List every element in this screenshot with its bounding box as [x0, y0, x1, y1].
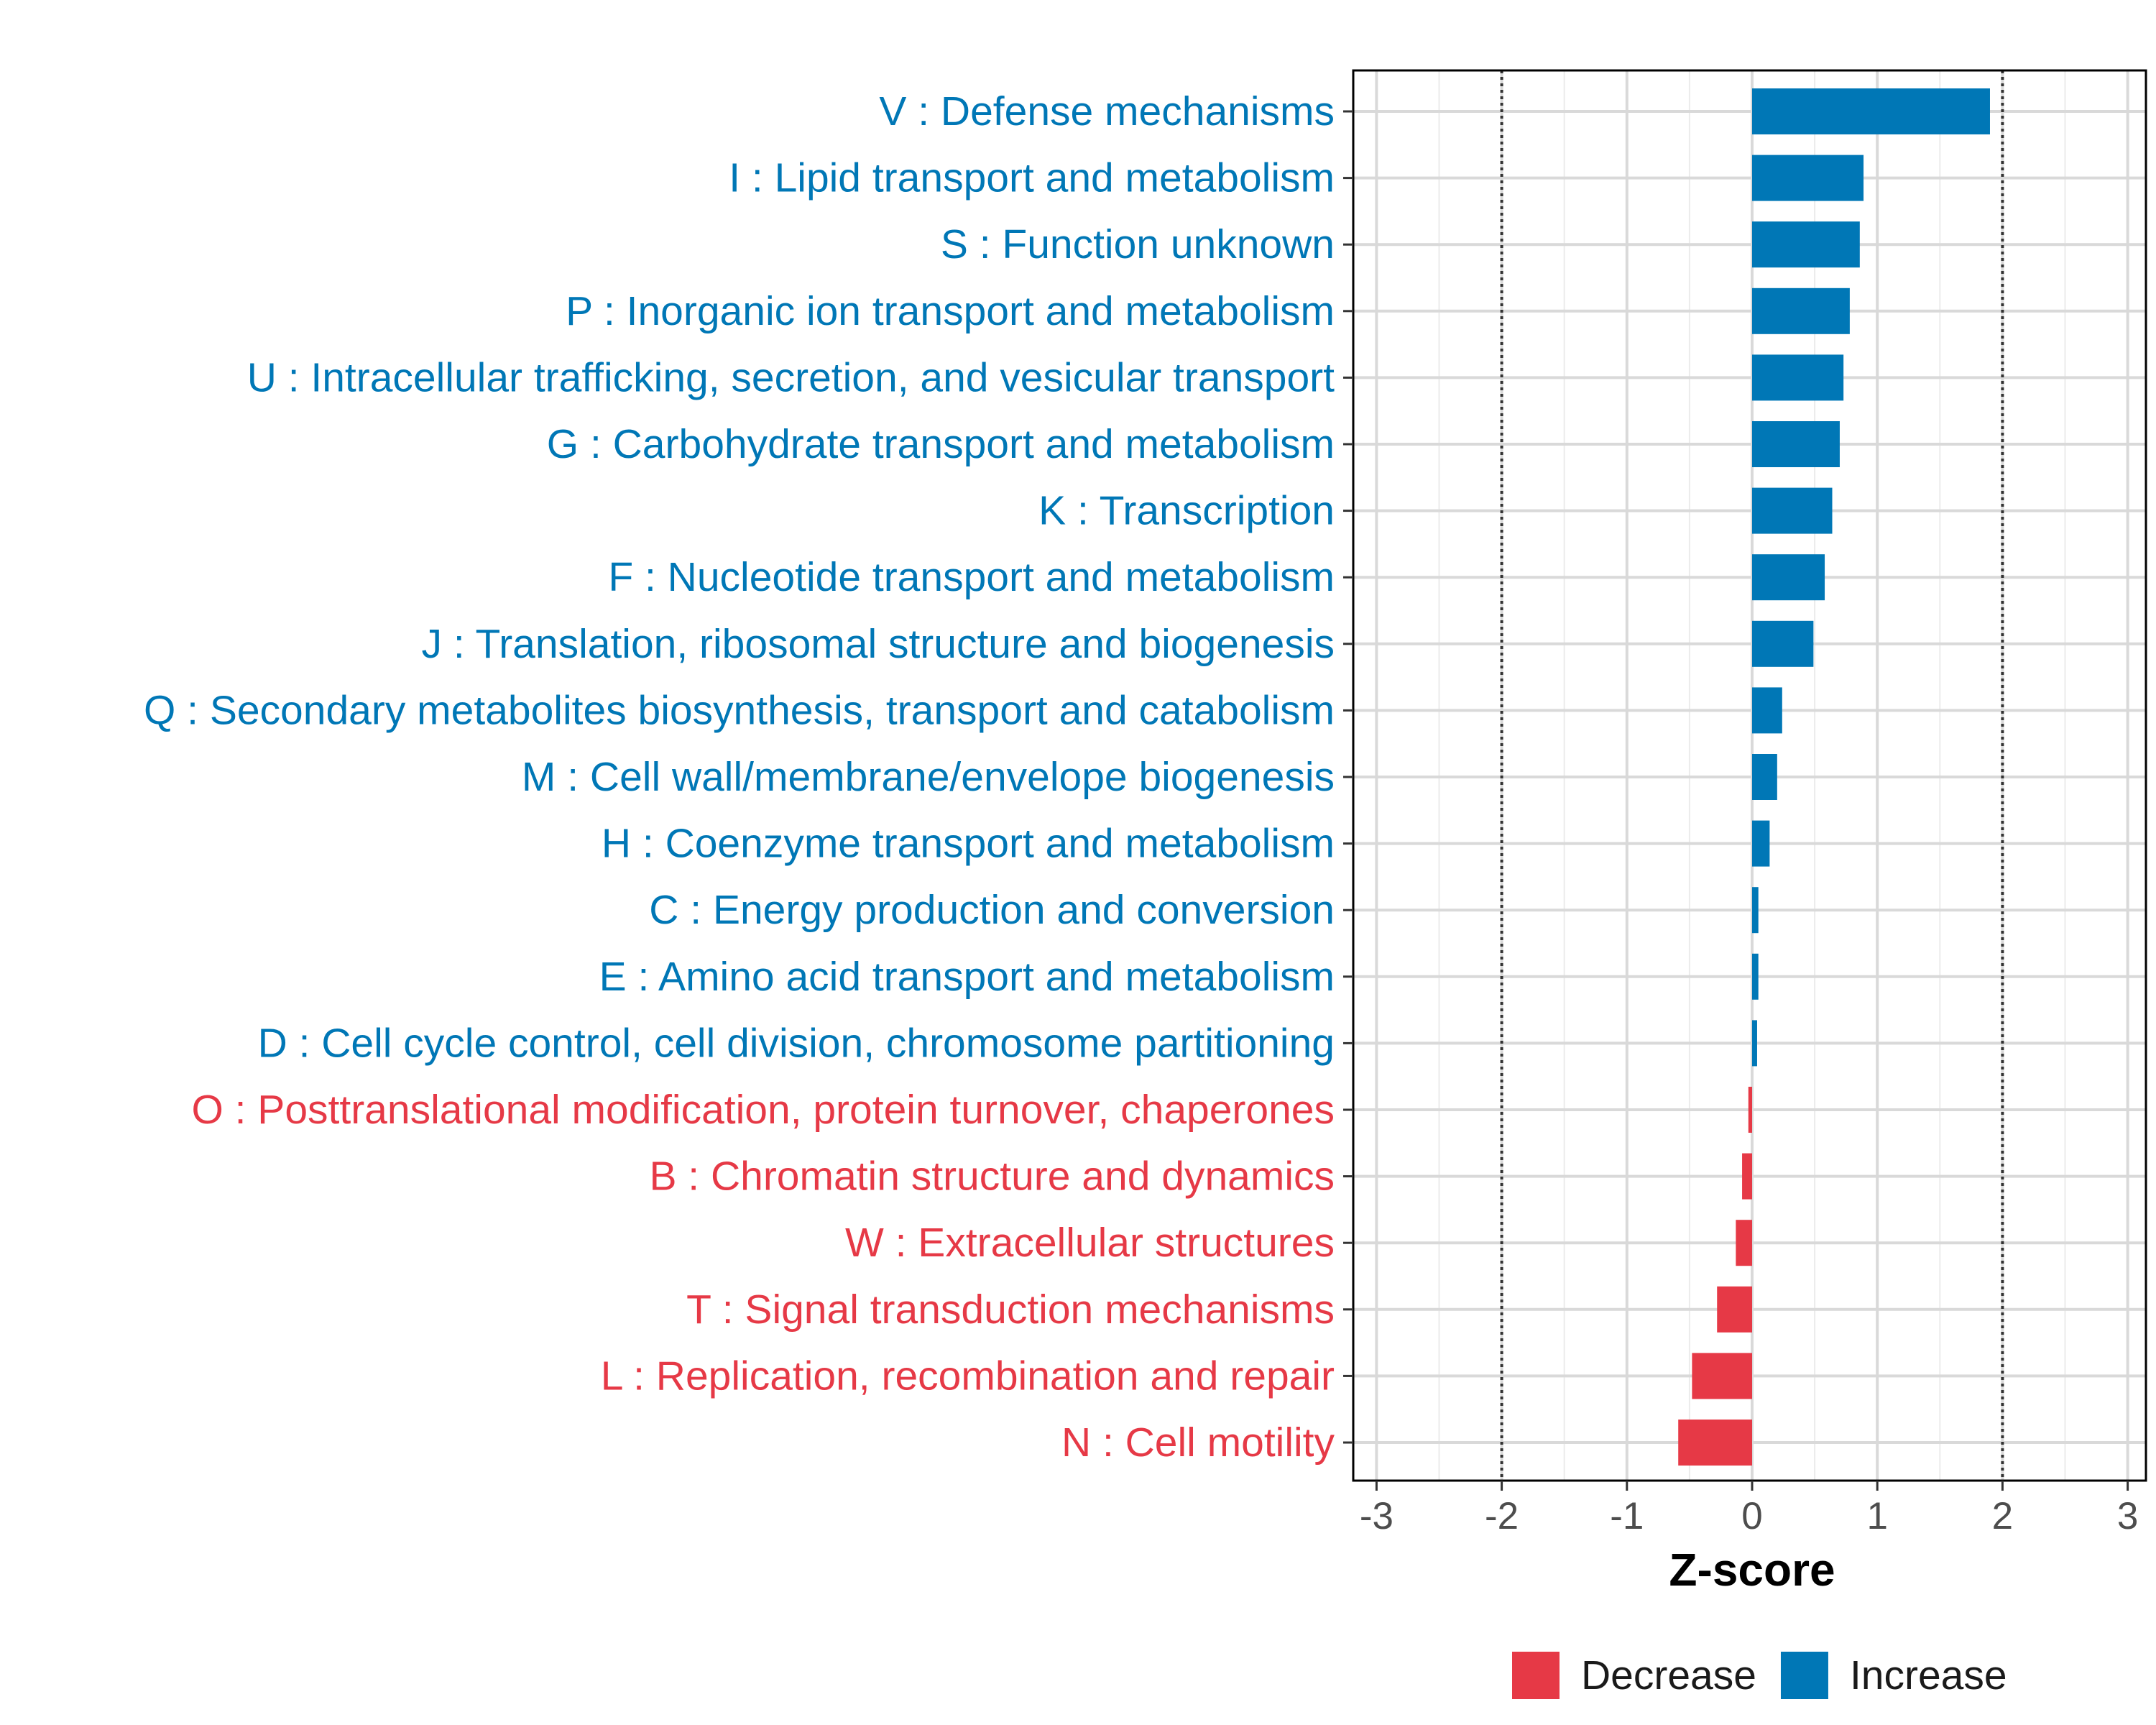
category-label: S : Function unknown: [941, 221, 1335, 267]
bar: [1752, 953, 1759, 1000]
category-label: U : Intracellular trafficking, secretion…: [247, 354, 1335, 400]
category-label: K : Transcription: [1038, 488, 1335, 534]
category-label: Q : Secondary metabolites biosynthesis, …: [144, 687, 1335, 733]
bars: [1678, 88, 1990, 1466]
bar: [1752, 421, 1840, 467]
legend-label: Decrease: [1581, 1652, 1756, 1698]
x-axis-title: Z-score: [1669, 1544, 1835, 1596]
bar: [1752, 88, 1990, 134]
x-tick-label: -3: [1360, 1495, 1393, 1537]
category-label: B : Chromatin structure and dynamics: [649, 1154, 1335, 1200]
legend-label: Increase: [1850, 1652, 2007, 1698]
category-label: P : Inorganic ion transport and metaboli…: [566, 288, 1335, 334]
legend-key: [1780, 1652, 1828, 1699]
reference-lines: [1500, 70, 2004, 1481]
legend: Decrease Increase: [1512, 1652, 2007, 1699]
x-tick-label: 1: [1866, 1495, 1887, 1537]
category-label: W : Extracellular structures: [845, 1220, 1335, 1266]
category-label: C : Energy production and conversion: [649, 887, 1335, 933]
bar: [1752, 554, 1825, 601]
x-tick-label: -1: [1610, 1495, 1644, 1537]
bar: [1748, 1087, 1752, 1133]
category-label: T : Signal transduction mechanisms: [686, 1287, 1335, 1333]
bar: [1717, 1286, 1752, 1333]
category-label: I : Lipid transport and metabolism: [729, 155, 1335, 201]
x-tick-label: -2: [1485, 1495, 1519, 1537]
bar: [1742, 1153, 1752, 1200]
category-label: F : Nucleotide transport and metabolism: [608, 554, 1335, 600]
bar: [1752, 887, 1759, 934]
x-tick-label: 2: [1992, 1495, 2013, 1537]
panel-border: [1352, 69, 2147, 1482]
category-label: O : Posttranslational modification, prot…: [191, 1087, 1335, 1133]
y-axis-ticks: [1343, 110, 1353, 1444]
bar: [1752, 221, 1860, 268]
bar: [1752, 820, 1770, 867]
grid-layer: [1353, 70, 2146, 1481]
category-label: L : Replication, recombination and repai…: [601, 1353, 1335, 1399]
bar: [1736, 1220, 1752, 1266]
x-axis-ticks: -3 -2 -1 0 1 2 3: [1360, 1481, 2138, 1537]
category-label: N : Cell motility: [1061, 1420, 1335, 1466]
bar: [1752, 620, 1814, 667]
bar: [1692, 1353, 1752, 1399]
category-label: D : Cell cycle control, cell division, c…: [258, 1020, 1335, 1066]
category-label: H : Coenzyme transport and metabolism: [602, 821, 1335, 867]
bar: [1752, 155, 1864, 201]
legend-key: [1512, 1652, 1560, 1699]
category-label: G : Carbohydrate transport and metabolis…: [547, 421, 1335, 467]
bar: [1752, 687, 1782, 734]
y-axis-labels: V : Defense mechanisms I : Lipid transpor…: [144, 88, 1335, 1466]
bar: [1752, 354, 1844, 401]
bar: [1752, 754, 1777, 800]
category-label: E : Amino acid transport and metabolism: [599, 954, 1335, 1000]
bar: [1752, 1020, 1757, 1067]
x-tick-label: 0: [1741, 1495, 1762, 1537]
category-label: J : Translation, ribosomal structure and…: [422, 621, 1335, 667]
x-tick-label: 3: [2117, 1495, 2138, 1537]
bar: [1752, 487, 1833, 534]
category-label: V : Defense mechanisms: [879, 88, 1335, 134]
category-label: M : Cell wall/membrane/envelope biogenes…: [522, 754, 1335, 800]
bar: [1752, 288, 1850, 334]
bar: [1678, 1420, 1752, 1466]
